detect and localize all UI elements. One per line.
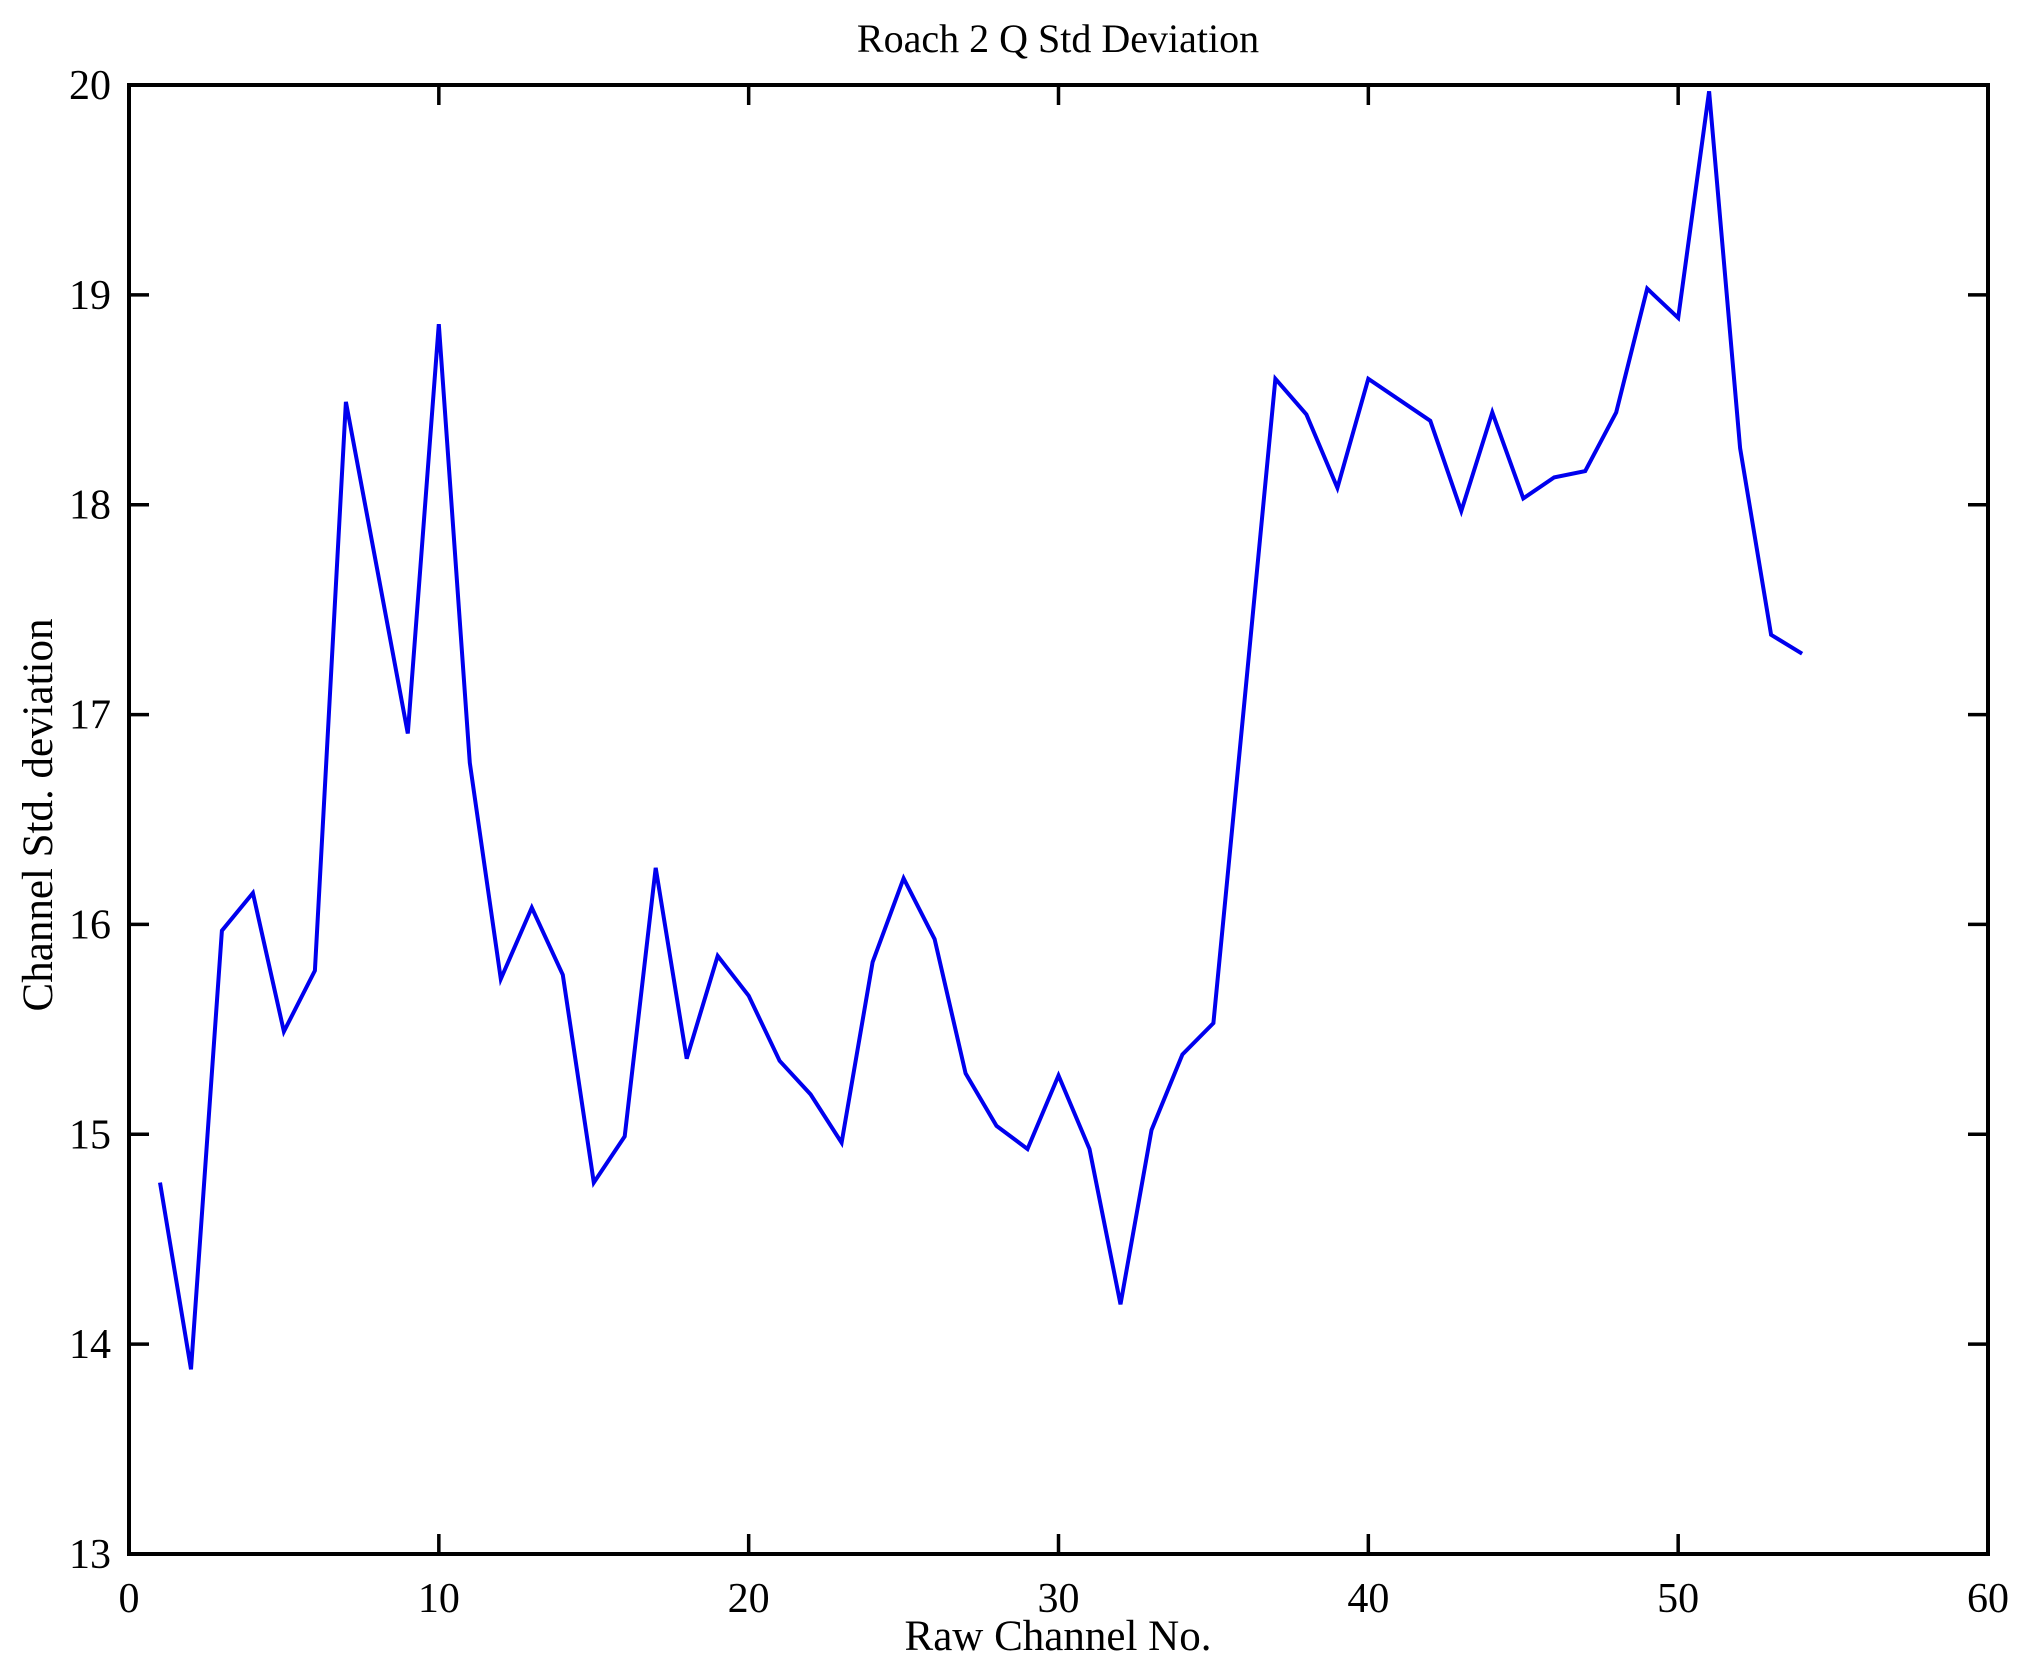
data-line: [158, 91, 1804, 1370]
axis-ticks: [127, 83, 1990, 1556]
y-tick-label: 17: [69, 693, 111, 739]
y-tick-label: 20: [69, 63, 111, 109]
y-axis-label: Channel Std. deviation: [15, 619, 62, 1012]
x-tick-label: 40: [1347, 1576, 1389, 1622]
chart-title: Roach 2 Q Std Deviation: [857, 16, 1259, 61]
data-series: [158, 91, 1804, 1370]
y-tick-label: 15: [69, 1112, 111, 1158]
x-tick-label: 50: [1657, 1576, 1699, 1622]
x-tick-label: 0: [119, 1576, 140, 1622]
y-tick-label: 16: [69, 902, 111, 948]
x-axis-label: Raw Channel No.: [905, 1613, 1212, 1660]
x-tick-label: 10: [418, 1576, 460, 1622]
y-tick-label: 14: [69, 1322, 111, 1368]
x-tick-label: 30: [1038, 1576, 1080, 1622]
axis-tick-labels: 0 10 20 30 40 50 60 13 14 15 16 17 18 19 20: [69, 63, 2009, 1622]
x-tick-label: 20: [728, 1576, 770, 1622]
y-tick-label: 19: [69, 273, 111, 319]
y-tick-label: 18: [69, 483, 111, 529]
x-tick-label: 60: [1967, 1576, 2009, 1622]
y-tick-label: 13: [69, 1532, 111, 1578]
plot-box: [127, 83, 1990, 1556]
